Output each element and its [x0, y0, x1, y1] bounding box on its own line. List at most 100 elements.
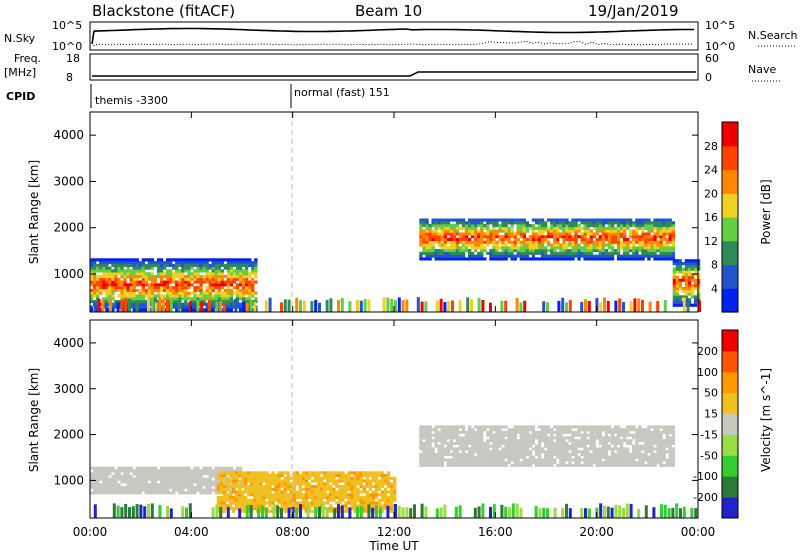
heatmap-cell-1 — [662, 232, 666, 236]
heatmap-cell-1 — [307, 501, 312, 505]
heatmap-cell-0 — [108, 480, 112, 484]
heatmap-cell-1 — [498, 246, 502, 250]
heatmap-cell-1 — [556, 232, 560, 236]
heatmap-cell-1 — [431, 221, 435, 225]
heatmap-cell-1 — [580, 237, 584, 241]
heatmap-cell-2 — [693, 284, 698, 288]
heatmap-cell-1 — [620, 218, 624, 222]
heatmap-cell-1 — [259, 504, 263, 508]
near-range-scatter — [207, 300, 211, 312]
near-range-scatter — [215, 301, 219, 312]
heatmap-cell-1 — [262, 479, 266, 483]
heatmap-cell-0 — [187, 474, 191, 478]
heatmap-cell-2 — [531, 447, 536, 451]
heatmap-cell-2 — [461, 461, 466, 465]
nsearch-label: N.Search — [748, 29, 798, 42]
heatmap-cell-1 — [449, 257, 453, 261]
heatmap-cell-2 — [519, 461, 523, 465]
heatmap-cell-2 — [629, 458, 633, 462]
heatmap-cell-1 — [483, 226, 487, 230]
heatmap-cell-1 — [613, 226, 618, 230]
heatmap-cell-0 — [229, 283, 234, 287]
heatmap-cell-2 — [431, 428, 435, 432]
heatmap-cell-1 — [583, 246, 587, 250]
heatmap-cell-1 — [647, 232, 651, 236]
heatmap-cell-2 — [525, 433, 529, 437]
heatmap-cell-1 — [228, 485, 233, 488]
near-range-scatter — [629, 301, 633, 312]
heatmap-cell-0 — [105, 258, 109, 262]
heatmap-cell-1 — [598, 218, 602, 222]
heatmap-cell-2 — [504, 439, 508, 443]
heatmap-cell-0 — [96, 258, 100, 262]
heatmap-cell-2 — [571, 450, 575, 454]
heatmap-cell-1 — [231, 482, 236, 486]
heatmap-cell-1 — [353, 493, 357, 497]
heatmap-cell-2 — [592, 455, 596, 459]
heatmap-cell-2 — [440, 455, 444, 459]
heatmap-cell-1 — [483, 249, 487, 253]
heatmap-cell-1 — [607, 237, 612, 241]
heatmap-cell-2 — [580, 458, 584, 462]
near-range-scatter — [367, 299, 371, 312]
heatmap-cell-2 — [678, 281, 682, 285]
heatmap-cell-2 — [616, 428, 621, 432]
heatmap-cell-1 — [495, 257, 499, 261]
heatmap-cell-2 — [534, 463, 539, 467]
heatmap-cell-2 — [501, 452, 505, 456]
heatmap-cell-1 — [513, 257, 517, 261]
heatmap-cell-1 — [464, 235, 469, 239]
heatmap-cell-2 — [522, 439, 526, 443]
heatmap-cell-0 — [187, 283, 191, 287]
heatmap-cell-2 — [595, 428, 599, 432]
heatmap-cell-2 — [589, 455, 593, 459]
heatmap-cell-1 — [471, 226, 475, 230]
heatmap-cell-1 — [277, 485, 281, 488]
heatmap-cell-2 — [610, 441, 615, 445]
heatmap-cell-2 — [583, 463, 587, 467]
heatmap-cell-1 — [225, 476, 230, 480]
heatmap-cell-0 — [90, 277, 94, 281]
heatmap-cell-2 — [519, 430, 523, 434]
heatmap-cell-1 — [461, 232, 466, 236]
heatmap-cell-2 — [437, 425, 441, 429]
heatmap-cell-0 — [129, 272, 133, 276]
heatmap-cell-1 — [347, 485, 351, 488]
heatmap-cell-1 — [492, 237, 496, 241]
heatmap-cell-2 — [519, 425, 523, 429]
heatmap-cell-2 — [662, 444, 666, 448]
heatmap-cell-1 — [474, 249, 478, 253]
heatmap-cell-1 — [504, 218, 508, 222]
heatmap-cell-1 — [613, 232, 618, 236]
heatmap-cell-0 — [96, 294, 100, 298]
heatmap-cell-0 — [111, 305, 115, 309]
heatmap-cell-1 — [250, 471, 254, 475]
heatmap-cell-1 — [559, 249, 563, 253]
near-range-scatter — [337, 300, 340, 312]
heatmap-cell-1 — [483, 232, 487, 236]
heatmap-cell-2 — [672, 303, 676, 307]
heatmap-cell-2 — [544, 439, 548, 443]
heatmap-cell-0 — [105, 261, 109, 265]
heatmap-cell-1 — [244, 476, 248, 480]
heatmap-cell-2 — [568, 461, 572, 465]
near-range-scatter — [196, 299, 200, 312]
heatmap-cell-2 — [428, 452, 432, 456]
heatmap-cell-1 — [595, 246, 599, 250]
heatmap-cell-0 — [181, 269, 185, 273]
heatmap-cell-0 — [239, 288, 243, 292]
heatmap-cell-0 — [205, 297, 209, 301]
heatmap-cell-1 — [280, 479, 284, 483]
near-range-scatter — [584, 508, 587, 518]
heatmap-cell-1 — [332, 490, 336, 494]
near-range-scatter — [397, 297, 401, 312]
heatmap-cell-1 — [234, 474, 239, 477]
heatmap-cell-0 — [220, 308, 224, 312]
heatmap-cell-0 — [117, 488, 121, 492]
heatmap-cell-1 — [446, 251, 450, 255]
heatmap-cell-2 — [522, 444, 526, 448]
heatmap-cell-0 — [129, 261, 133, 265]
heatmap-cell-1 — [344, 479, 348, 483]
heatmap-cell-0 — [102, 466, 106, 470]
